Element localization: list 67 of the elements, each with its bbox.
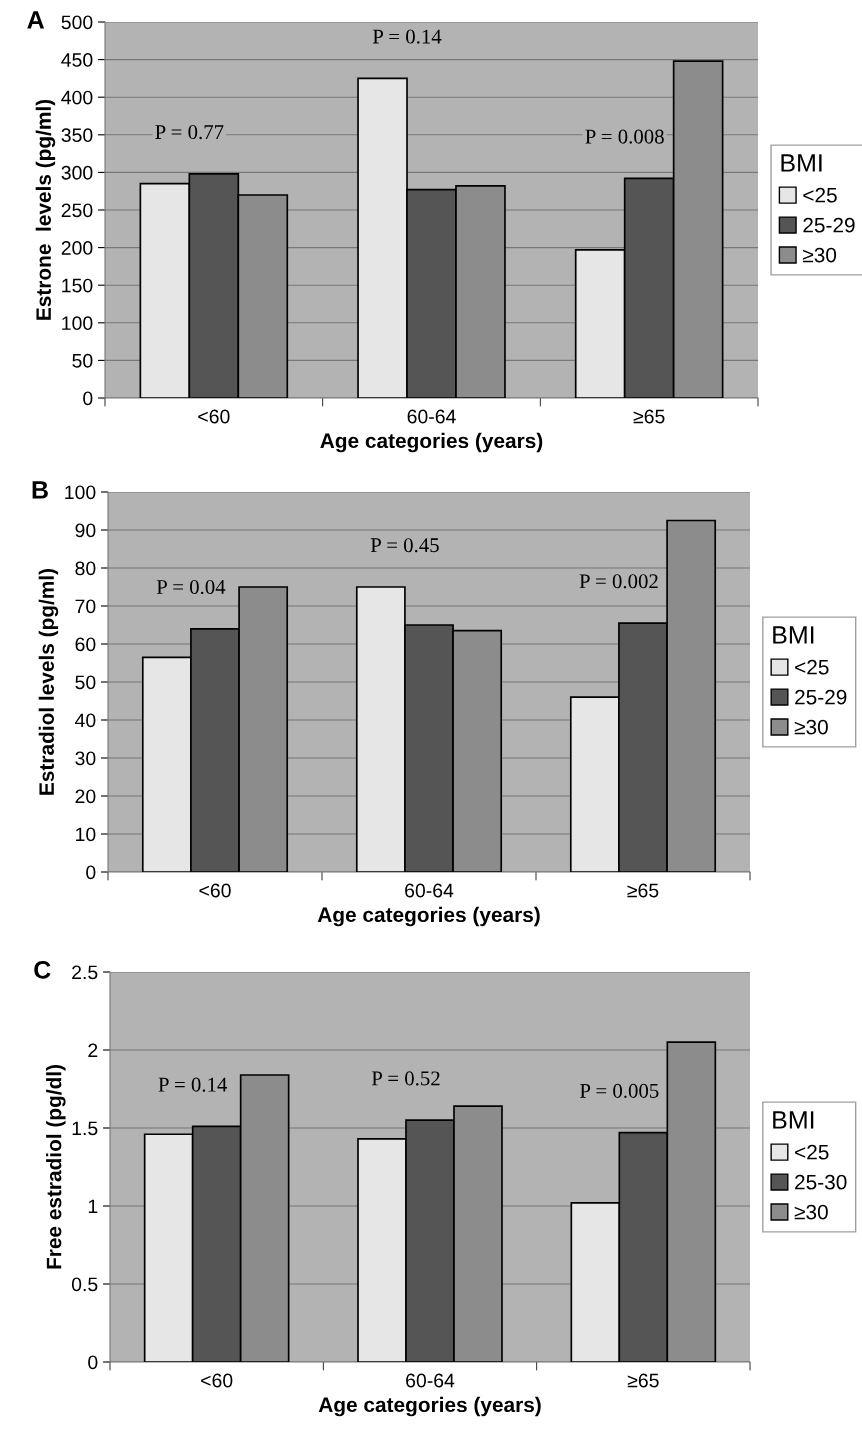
x-tick-label: ≥65 <box>627 883 659 898</box>
y-tick-label: 50 <box>72 353 93 368</box>
legend-title: BMI <box>773 1111 814 1129</box>
legend-label: ≥30 <box>794 1204 828 1220</box>
x-tick-label: 60-64 <box>407 409 456 424</box>
legend-label: ≥30 <box>794 719 828 735</box>
legend-label: <25 <box>795 659 829 675</box>
chart-title: B <box>32 481 48 499</box>
legend-label: <25 <box>803 187 837 203</box>
legend-label: 25-30 <box>795 1174 847 1190</box>
annotation: P = 0.14 <box>158 1077 228 1092</box>
x-tick-label: <60 <box>198 409 230 424</box>
y-tick-label: 80 <box>75 561 96 576</box>
y-tick-label: 2 <box>88 1043 98 1058</box>
y-tick-label: 350 <box>61 128 93 143</box>
y-tick-label: 90 <box>75 523 96 538</box>
y-tick-label: 1 <box>88 1199 98 1214</box>
y-tick-label: 450 <box>61 53 93 67</box>
y-tick-label: 60 <box>75 637 96 652</box>
y-tick-label: 20 <box>75 789 96 804</box>
x-axis-title: Age categories (years) <box>320 432 543 453</box>
y-tick-label: 10 <box>76 827 96 842</box>
y-tick-label: 500 <box>61 15 93 30</box>
x-axis-title: Age categories (years) <box>318 1396 541 1417</box>
y-tick-label: 70 <box>75 599 96 614</box>
legend-title: BMI <box>773 626 814 644</box>
legend-label: 25-29 <box>803 217 855 233</box>
y-tick-label: 100 <box>62 316 93 331</box>
y-tick-label: 200 <box>61 241 93 255</box>
y-tick-label: 0 <box>88 1355 98 1370</box>
y-tick-label: 400 <box>61 90 93 105</box>
annotation: P = 0.04 <box>156 579 226 595</box>
y-tick-label: 100 <box>65 485 96 500</box>
x-tick-label: <60 <box>201 1373 233 1388</box>
y-axis-title: Estrone levels (pg/ml) <box>35 99 56 320</box>
y-tick-label: 300 <box>61 165 93 180</box>
y-tick-label: 2.5 <box>72 965 98 980</box>
annotation: P = 0.45 <box>370 538 439 553</box>
y-axis-title: Estradiol levels (pg/ml) <box>38 568 59 795</box>
x-tick-label: ≥65 <box>627 1373 659 1388</box>
legend-label: ≥30 <box>802 247 837 263</box>
y-tick-label: 250 <box>61 203 93 218</box>
annotation: P = 0.005 <box>580 1083 659 1098</box>
legend-label: <25 <box>795 1144 829 1160</box>
x-tick-label: ≥65 <box>633 409 665 424</box>
y-tick-label: 50 <box>75 675 96 690</box>
annotation: P = 0.002 <box>579 574 658 589</box>
annotation: P = 0.77 <box>155 125 224 140</box>
y-tick-label: 30 <box>75 751 96 766</box>
y-tick-label: 0.5 <box>71 1277 98 1292</box>
x-tick-label: 60-64 <box>405 883 454 898</box>
y-tick-label: 40 <box>75 713 96 728</box>
x-tick-label: <60 <box>199 883 231 898</box>
x-axis-title: Age categories (years) <box>317 906 540 927</box>
legend-title: BMI <box>781 154 822 172</box>
y-tick-label: 0 <box>83 391 93 406</box>
annotation: P = 0.52 <box>371 1071 440 1086</box>
y-tick-label: 1.5 <box>72 1121 98 1136</box>
y-axis-title: Free estradiol (pg/dl) <box>46 1065 66 1269</box>
chart-title: C <box>34 961 51 979</box>
x-tick-label: 60-64 <box>406 1373 455 1388</box>
annotation: P = 0.14 <box>372 29 442 44</box>
y-tick-label: 0 <box>86 865 96 880</box>
chart-title: A <box>27 11 45 29</box>
legend-label: 25-29 <box>795 689 847 705</box>
y-tick-label: 150 <box>62 278 93 293</box>
annotation: P = 0.008 <box>585 129 664 144</box>
